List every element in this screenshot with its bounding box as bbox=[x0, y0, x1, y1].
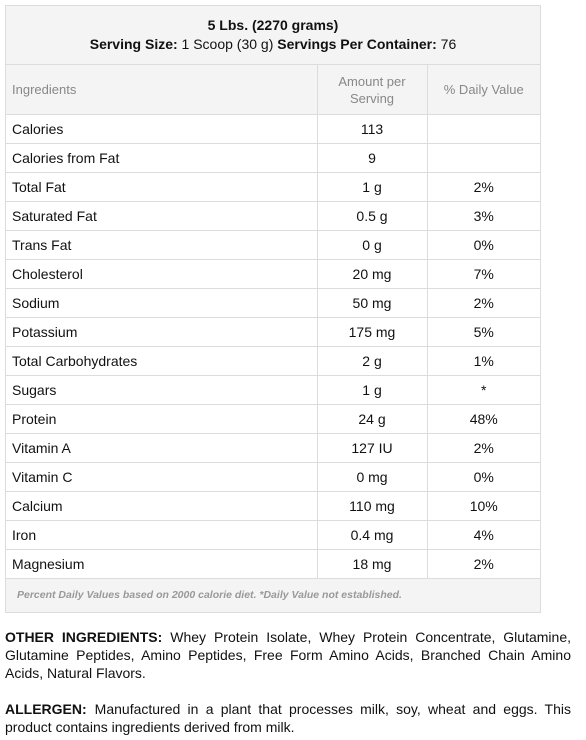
nutrient-daily-value: 2% bbox=[427, 172, 540, 202]
nutrition-facts-panel: 5 Lbs. (2270 grams) Serving Size: 1 Scoo… bbox=[5, 5, 541, 613]
nutrient-amount: 50 mg bbox=[317, 288, 428, 318]
nutrient-amount: 0.4 mg bbox=[317, 520, 428, 550]
nutrition-header: 5 Lbs. (2270 grams) Serving Size: 1 Scoo… bbox=[6, 6, 540, 65]
allergen-label: ALLERGEN: bbox=[5, 701, 87, 717]
nutrient-name: Protein bbox=[6, 404, 318, 434]
nutrient-daily-value: * bbox=[427, 375, 540, 405]
nutrient-daily-value: 2% bbox=[427, 549, 540, 579]
servings-label: Servings Per Container: bbox=[277, 36, 437, 52]
table-row: Saturated Fat 0.5 g 3% bbox=[6, 201, 540, 231]
nutrient-name: Iron bbox=[6, 520, 318, 550]
nutrient-daily-value: 5% bbox=[427, 317, 540, 347]
nutrient-amount: 110 mg bbox=[317, 491, 428, 521]
other-ingredients-text: Whey Protein Isolate, Whey Protein Conce… bbox=[5, 629, 571, 681]
nutrition-table: Ingredients Amount per Serving % Daily Va… bbox=[6, 65, 540, 579]
nutrient-daily-value: 2% bbox=[427, 433, 540, 463]
table-row: Vitamin A 127 IU 2% bbox=[6, 433, 540, 463]
serving-info: Serving Size: 1 Scoop (30 g) Servings Pe… bbox=[6, 34, 540, 52]
nutrient-name: Magnesium bbox=[6, 549, 318, 579]
nutrient-name: Vitamin A bbox=[6, 433, 318, 463]
table-row: Total Carbohydrates 2 g 1% bbox=[6, 346, 540, 376]
nutrient-amount: 24 g bbox=[317, 404, 428, 434]
nutrient-amount: 1 g bbox=[317, 172, 428, 202]
allergen-text: Manufactured in a plant that processes m… bbox=[5, 701, 571, 735]
nutrient-amount: 0 g bbox=[317, 230, 428, 260]
table-row: Sodium 50 mg 2% bbox=[6, 288, 540, 318]
table-row: Potassium 175 mg 5% bbox=[6, 317, 540, 347]
table-header-row: Ingredients Amount per Serving % Daily Va… bbox=[6, 65, 540, 115]
nutrient-name: Trans Fat bbox=[6, 230, 318, 260]
serving-size-label: Serving Size: bbox=[89, 36, 178, 52]
nutrient-amount: 9 bbox=[317, 143, 428, 173]
nutrient-amount: 0.5 g bbox=[317, 201, 428, 231]
nutrient-name: Vitamin C bbox=[6, 462, 318, 492]
table-footnote: Percent Daily Values based on 2000 calor… bbox=[6, 579, 540, 612]
nutrient-amount: 175 mg bbox=[317, 317, 428, 347]
servings-value: 76 bbox=[440, 36, 457, 52]
nutrient-daily-value: 0% bbox=[427, 462, 540, 492]
table-row: Cholesterol 20 mg 7% bbox=[6, 259, 540, 289]
nutrient-name: Total Carbohydrates bbox=[6, 346, 318, 376]
nutrient-amount: 2 g bbox=[317, 346, 428, 376]
table-row: Calories 113 bbox=[6, 114, 540, 144]
nutrient-daily-value: 4% bbox=[427, 520, 540, 550]
nutrient-amount: 20 mg bbox=[317, 259, 428, 289]
nutrient-name: Sugars bbox=[6, 375, 318, 405]
table-row: Total Fat 1 g 2% bbox=[6, 172, 540, 202]
serving-size-value: 1 Scoop (30 g) bbox=[181, 36, 274, 52]
nutrient-daily-value: 1% bbox=[427, 346, 540, 376]
nutrient-name: Potassium bbox=[6, 317, 318, 347]
table-row: Trans Fat 0 g 0% bbox=[6, 230, 540, 260]
other-ingredients-label: OTHER INGREDIENTS: bbox=[5, 629, 163, 645]
nutrient-amount: 113 bbox=[317, 114, 428, 144]
nutrient-daily-value: 10% bbox=[427, 491, 540, 521]
nutrient-name: Cholesterol bbox=[6, 259, 318, 289]
nutrient-daily-value: 48% bbox=[427, 404, 540, 434]
table-row: Calories from Fat 9 bbox=[6, 143, 540, 173]
nutrient-amount: 1 g bbox=[317, 375, 428, 405]
nutrient-name: Total Fat bbox=[6, 172, 318, 202]
column-header-amount: Amount per Serving bbox=[317, 65, 428, 115]
nutrient-daily-value: 0% bbox=[427, 230, 540, 260]
table-row: Sugars 1 g * bbox=[6, 375, 540, 405]
nutrient-daily-value: 3% bbox=[427, 201, 540, 231]
nutrient-name: Calories from Fat bbox=[6, 143, 318, 173]
column-header-ingredients: Ingredients bbox=[6, 65, 318, 115]
nutrient-name: Calories bbox=[6, 114, 318, 144]
nutrient-daily-value bbox=[427, 143, 540, 173]
container-weight: 5 Lbs. (2270 grams) bbox=[207, 17, 339, 33]
nutrient-name: Saturated Fat bbox=[6, 201, 318, 231]
allergen-statement: ALLERGEN: Manufactured in a plant that pr… bbox=[5, 700, 571, 736]
nutrient-daily-value bbox=[427, 114, 540, 144]
nutrient-daily-value: 7% bbox=[427, 259, 540, 289]
table-row: Iron 0.4 mg 4% bbox=[6, 520, 540, 550]
nutrient-amount: 18 mg bbox=[317, 549, 428, 579]
column-header-daily-value: % Daily Value bbox=[427, 65, 540, 115]
table-row: Magnesium 18 mg 2% bbox=[6, 549, 540, 579]
table-row: Protein 24 g 48% bbox=[6, 404, 540, 434]
nutrient-name: Sodium bbox=[6, 288, 318, 318]
nutrient-daily-value: 2% bbox=[427, 288, 540, 318]
nutrient-amount: 0 mg bbox=[317, 462, 428, 492]
other-ingredients: OTHER INGREDIENTS: Whey Protein Isolate, … bbox=[5, 628, 571, 682]
nutrient-name: Calcium bbox=[6, 491, 318, 521]
nutrient-amount: 127 IU bbox=[317, 433, 428, 463]
table-row: Calcium 110 mg 10% bbox=[6, 491, 540, 521]
